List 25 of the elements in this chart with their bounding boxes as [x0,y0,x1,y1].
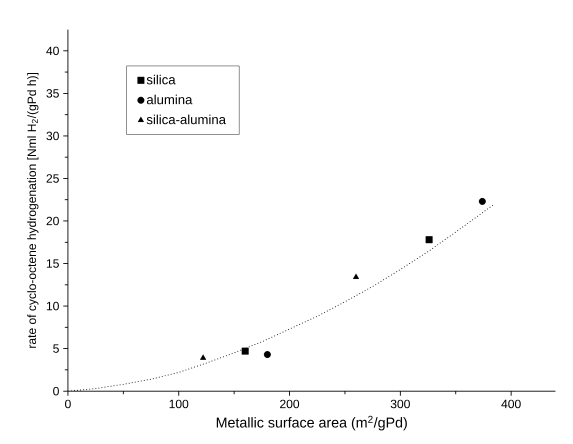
legend-label: alumina [146,94,192,104]
x-tick-label: 0 [65,400,71,408]
x-axis-title: Metallic surface area (m$^{2}$/gPd) [216,416,407,431]
x-tick-label: 200 [280,400,300,408]
point [200,354,206,360]
x-tick-label: 300 [390,400,410,408]
y-tick-label: 15 [46,259,59,268]
legend-label: silica-alumina [146,114,226,124]
point [426,236,433,244]
point [478,198,486,206]
x-tick-label: 100 [170,400,188,408]
point [352,274,360,280]
x-tick-label: 400 [501,400,521,408]
y-tick-label: 20 [46,216,59,226]
point [264,351,271,358]
y-tick-label: 40 [46,46,59,56]
point [242,348,249,355]
y-tick-label: 30 [46,132,59,140]
y-tick-label: 35 [46,89,59,98]
y-tick-label: 5 [53,344,59,353]
y-axis-title: rate of cyclo-octene hydrogenation [Nml H$_{2}$/(gPd h)] [27,73,38,348]
legend-label: silica [146,74,176,85]
y-tick-label: 25 [46,174,59,183]
y-tick-label: 10 [46,302,59,310]
y-tick-label: 0 [53,387,59,396]
